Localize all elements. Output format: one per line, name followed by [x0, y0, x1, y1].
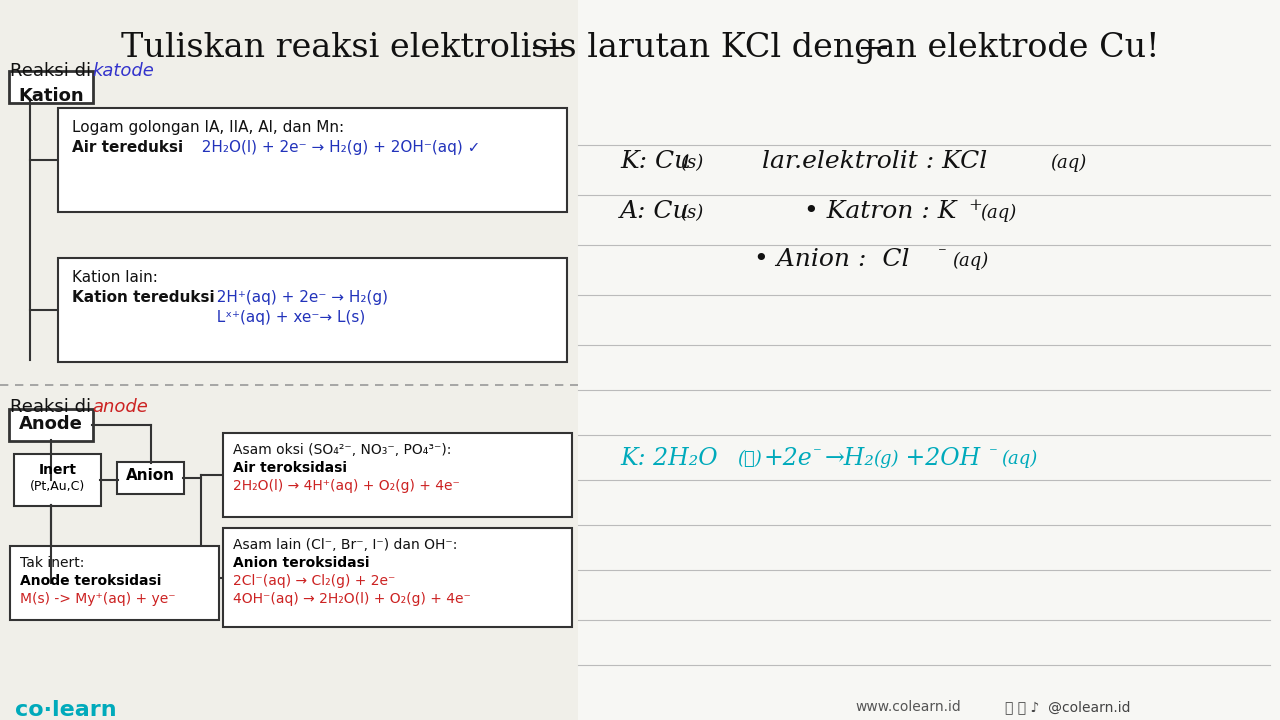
- Text: Tuliskan reaksi elektrolisis larutan KCl dengan elektrode Cu!: Tuliskan reaksi elektrolisis larutan KCl…: [120, 32, 1160, 64]
- Text: • Anion :  Cl: • Anion : Cl: [730, 248, 910, 271]
- Text: Asam lain (Cl⁻, Br⁻, I⁻) dan OH⁻:: Asam lain (Cl⁻, Br⁻, I⁻) dan OH⁻:: [233, 538, 457, 552]
- Text: www.colearn.id: www.colearn.id: [855, 700, 961, 714]
- Text: Lˣ⁺(aq) + xe⁻→ L(s): Lˣ⁺(aq) + xe⁻→ L(s): [207, 310, 365, 325]
- Text: (g): (g): [873, 450, 899, 468]
- Text: (aq): (aq): [980, 204, 1016, 222]
- Text: (s): (s): [680, 154, 703, 172]
- FancyBboxPatch shape: [579, 0, 1280, 720]
- Text: (s): (s): [680, 204, 703, 222]
- Text: 4OH⁻(aq) → 2H₂O(l) + O₂(g) + 4e⁻: 4OH⁻(aq) → 2H₂O(l) + O₂(g) + 4e⁻: [233, 592, 471, 606]
- Text: (aq): (aq): [1001, 450, 1037, 468]
- Text: 2H⁺(aq) + 2e⁻ → H₂(g): 2H⁺(aq) + 2e⁻ → H₂(g): [207, 290, 388, 305]
- Text: Reaksi di: Reaksi di: [10, 62, 97, 80]
- Text: (Pt,Au,C): (Pt,Au,C): [29, 480, 86, 493]
- Text: →H₂: →H₂: [826, 447, 874, 470]
- Text: A: Cu: A: Cu: [620, 200, 690, 223]
- Text: +: +: [968, 197, 982, 214]
- FancyBboxPatch shape: [223, 528, 572, 627]
- Text: Tak inert:: Tak inert:: [20, 556, 84, 570]
- Text: (aq): (aq): [952, 252, 988, 270]
- Text: Kation tereduksi: Kation tereduksi: [72, 290, 215, 305]
- Text: (ℓ): (ℓ): [737, 450, 762, 468]
- FancyBboxPatch shape: [223, 433, 572, 517]
- Text: Ⓕ ⓞ ♪  @colearn.id: Ⓕ ⓞ ♪ @colearn.id: [1005, 700, 1130, 714]
- FancyBboxPatch shape: [58, 108, 567, 212]
- Text: anode: anode: [92, 398, 148, 416]
- Text: Logam golongan IA, IIA, Al, dan Mn:: Logam golongan IA, IIA, Al, dan Mn:: [72, 120, 344, 135]
- Text: Inert: Inert: [38, 463, 77, 477]
- Text: Air tereduksi: Air tereduksi: [72, 140, 183, 155]
- Text: Asam oksi (SO₄²⁻, NO₃⁻, PO₄³⁻):: Asam oksi (SO₄²⁻, NO₃⁻, PO₄³⁻):: [233, 443, 452, 457]
- Text: Anode teroksidasi: Anode teroksidasi: [20, 574, 161, 588]
- FancyBboxPatch shape: [10, 546, 219, 620]
- Text: +2e: +2e: [763, 447, 812, 470]
- FancyBboxPatch shape: [14, 454, 101, 506]
- Text: Reaksi di: Reaksi di: [10, 398, 97, 416]
- Text: K: 2H₂O: K: 2H₂O: [620, 447, 718, 470]
- FancyBboxPatch shape: [116, 462, 184, 494]
- Text: Anode: Anode: [19, 415, 83, 433]
- Text: K: Cu: K: Cu: [620, 150, 690, 173]
- Text: M(s) -> My⁺(aq) + ye⁻: M(s) -> My⁺(aq) + ye⁻: [20, 592, 175, 606]
- Text: katode: katode: [92, 62, 154, 80]
- Text: 2H₂O(l) + 2e⁻ → H₂(g) + 2OH⁻(aq) ✓: 2H₂O(l) + 2e⁻ → H₂(g) + 2OH⁻(aq) ✓: [192, 140, 480, 155]
- Text: (aq): (aq): [1050, 154, 1087, 172]
- Text: 2H₂O(l) → 4H⁺(aq) + O₂(g) + 4e⁻: 2H₂O(l) → 4H⁺(aq) + O₂(g) + 4e⁻: [233, 479, 460, 493]
- Text: Air teroksidasi: Air teroksidasi: [233, 461, 347, 475]
- Text: ⁻: ⁻: [813, 445, 822, 462]
- Text: +2OH: +2OH: [899, 447, 980, 470]
- Text: Kation: Kation: [18, 87, 83, 105]
- Text: Kation lain:: Kation lain:: [72, 270, 157, 285]
- Text: co·learn: co·learn: [15, 700, 116, 720]
- Text: • Katron : K: • Katron : K: [780, 200, 956, 223]
- Text: lar.elektrolit : KCl: lar.elektrolit : KCl: [730, 150, 987, 173]
- Text: ⁻: ⁻: [989, 445, 997, 462]
- Text: Anion teroksidasi: Anion teroksidasi: [233, 556, 370, 570]
- FancyBboxPatch shape: [58, 258, 567, 362]
- FancyBboxPatch shape: [9, 71, 93, 103]
- Text: Anion: Anion: [125, 468, 175, 483]
- Text: 2Cl⁻(aq) → Cl₂(g) + 2e⁻: 2Cl⁻(aq) → Cl₂(g) + 2e⁻: [233, 574, 396, 588]
- Text: ⁻: ⁻: [938, 245, 947, 262]
- FancyBboxPatch shape: [9, 409, 93, 441]
